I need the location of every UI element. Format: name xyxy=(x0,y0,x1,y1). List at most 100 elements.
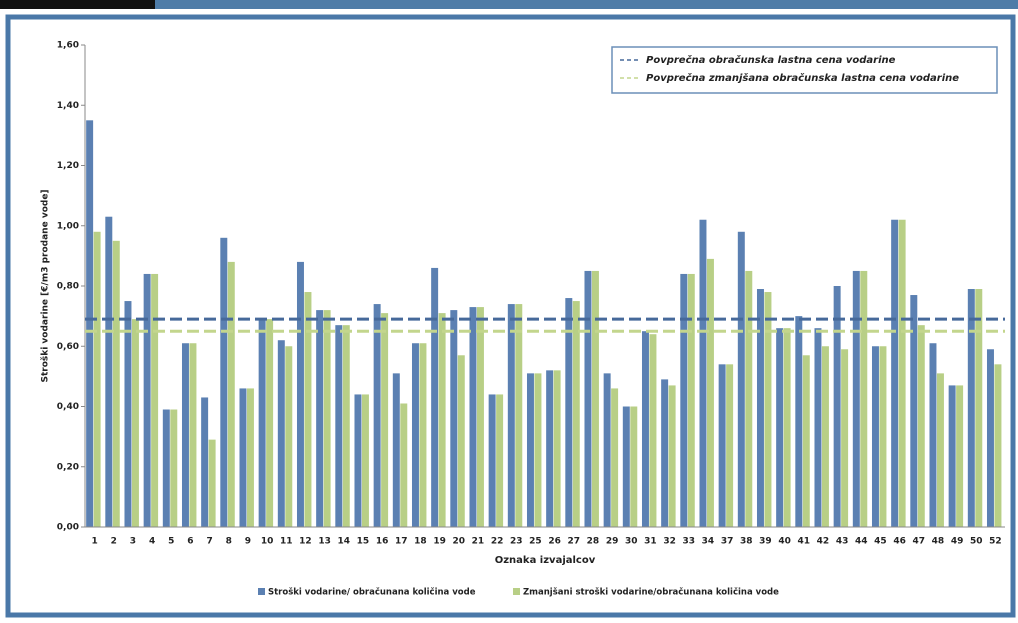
bar xyxy=(706,258,714,527)
bar xyxy=(986,349,994,527)
bar xyxy=(699,219,707,527)
x-tick-label: 34 xyxy=(702,537,715,547)
bar xyxy=(994,364,1002,527)
bar xyxy=(93,231,101,527)
x-tick-label: 14 xyxy=(337,537,350,547)
bar xyxy=(323,310,331,527)
x-tick-label: 38 xyxy=(740,537,753,547)
x-tick-label: 2 xyxy=(111,537,117,547)
bar xyxy=(795,316,803,527)
bar xyxy=(975,289,983,527)
bar xyxy=(476,307,484,527)
bar xyxy=(718,364,726,527)
bar xyxy=(381,313,389,527)
bar xyxy=(764,292,772,527)
bar xyxy=(431,267,439,527)
bar xyxy=(151,273,159,527)
x-tick-label: 40 xyxy=(778,537,791,547)
bar xyxy=(469,307,477,527)
bar xyxy=(737,231,745,527)
bar xyxy=(220,237,228,528)
bar xyxy=(833,286,841,527)
bar xyxy=(170,409,178,527)
bar xyxy=(515,304,523,527)
y-tick-label: 1,60 xyxy=(57,41,79,51)
x-tick-label: 7 xyxy=(206,537,212,547)
y-axis-label: Stroški vodarine [€/m3 prodane vode] xyxy=(40,189,51,382)
legend-label: Zmanjšani stroški vodarine/obračunana ko… xyxy=(523,587,779,598)
reference-legend-box xyxy=(611,46,998,94)
bar xyxy=(361,394,369,527)
bar xyxy=(929,343,937,527)
bar xyxy=(438,313,446,527)
bar xyxy=(496,394,504,527)
x-tick-label: 10 xyxy=(261,537,274,547)
x-tick-label: 41 xyxy=(797,537,810,547)
bar xyxy=(917,325,925,527)
bar xyxy=(488,394,496,527)
bar xyxy=(756,289,764,527)
x-tick-label: 8 xyxy=(226,537,232,547)
x-tick-label: 4 xyxy=(149,537,155,547)
bar xyxy=(201,397,209,527)
y-tick-label: 1,00 xyxy=(57,221,79,231)
bar xyxy=(814,328,822,527)
x-tick-label: 37 xyxy=(721,537,734,547)
bar xyxy=(162,409,170,527)
bar xyxy=(296,261,304,527)
x-tick-label: 44 xyxy=(855,537,868,547)
bar xyxy=(316,310,324,527)
x-tick-label: 47 xyxy=(912,537,925,547)
bar xyxy=(680,273,688,527)
bar xyxy=(258,319,266,527)
bar xyxy=(373,304,381,527)
y-tick-label: 0,80 xyxy=(57,282,79,292)
bar xyxy=(143,273,151,527)
bar xyxy=(687,273,695,527)
legend-swatch xyxy=(513,588,520,595)
bar xyxy=(936,373,944,527)
bar xyxy=(526,373,534,527)
x-tick-label: 48 xyxy=(932,537,945,547)
bar xyxy=(584,270,592,527)
bar xyxy=(400,403,408,527)
bar xyxy=(335,325,343,527)
x-tick-label: 20 xyxy=(452,537,465,547)
bar xyxy=(86,120,94,527)
x-tick-label: 39 xyxy=(759,537,772,547)
x-tick-label: 18 xyxy=(414,537,427,547)
bar xyxy=(131,319,139,527)
bar xyxy=(630,406,638,527)
x-tick-label: 22 xyxy=(491,537,504,547)
x-tick-label: 45 xyxy=(874,537,887,547)
bar xyxy=(246,388,254,527)
x-tick-label: 30 xyxy=(625,537,638,547)
bar xyxy=(239,388,247,527)
x-tick-label: 25 xyxy=(529,537,542,547)
x-tick-label: 12 xyxy=(299,537,312,547)
bar xyxy=(898,219,906,527)
bar xyxy=(649,334,657,527)
y-tick-label: 0,20 xyxy=(57,462,79,472)
bar xyxy=(611,388,619,527)
y-tick-label: 0,60 xyxy=(57,342,79,352)
bar xyxy=(189,343,197,527)
x-tick-label: 6 xyxy=(187,537,193,547)
bar xyxy=(641,331,649,527)
y-tick-label: 0,40 xyxy=(57,402,79,412)
x-tick-label: 9 xyxy=(245,537,251,547)
bar xyxy=(841,349,849,527)
x-tick-label: 27 xyxy=(567,537,580,547)
x-tick-label: 13 xyxy=(318,537,331,547)
x-tick-label: 50 xyxy=(970,537,983,547)
bar xyxy=(105,216,113,527)
bar xyxy=(910,295,918,527)
bar xyxy=(852,270,860,527)
y-tick-label: 1,40 xyxy=(57,101,79,111)
bar xyxy=(457,355,465,527)
bar xyxy=(603,373,611,527)
bar xyxy=(546,370,554,527)
x-tick-label: 32 xyxy=(663,537,676,547)
